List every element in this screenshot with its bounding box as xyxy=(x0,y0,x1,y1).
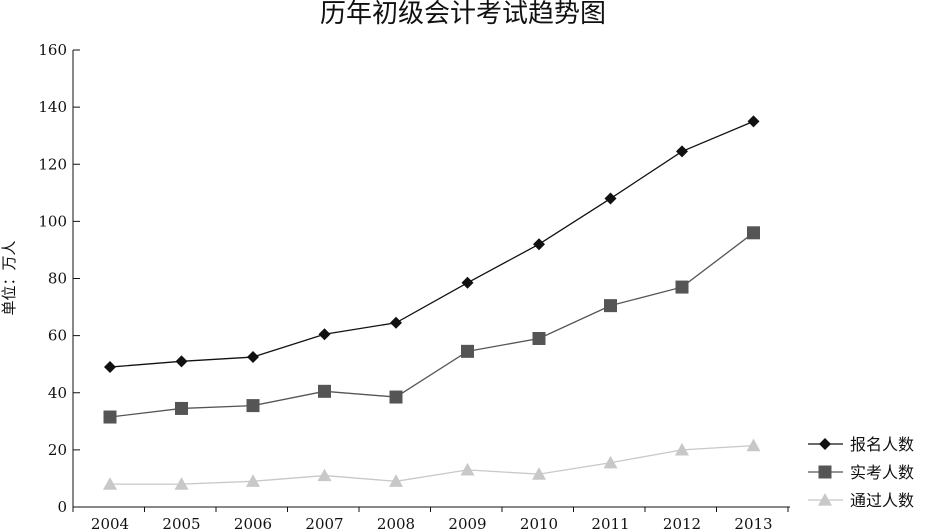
y-tick-label: 60 xyxy=(48,327,67,345)
series-layer xyxy=(103,115,761,490)
data-point xyxy=(246,399,260,413)
data-point xyxy=(532,467,546,480)
x-ticks: 2004 2005 2006 2007 2008 2009 2010 2011 2012 2013 xyxy=(72,507,789,532)
y-tick-label: 80 xyxy=(48,270,67,288)
chart-title: 历年初级会计考试趋势图 xyxy=(320,0,606,29)
x-tick-label: 2009 xyxy=(448,515,486,532)
data-point xyxy=(746,438,761,452)
data-point xyxy=(675,280,689,294)
data-point xyxy=(175,401,188,415)
series-line xyxy=(109,232,754,418)
y-tick-label: 120 xyxy=(38,155,67,173)
legend-label: 实考人数 xyxy=(850,463,914,482)
y-tick-label: 40 xyxy=(48,384,67,402)
data-point xyxy=(604,192,617,205)
legend-item: 实考人数 xyxy=(808,463,914,482)
x-tick-label: 2006 xyxy=(234,515,272,532)
legend-item: 通过人数 xyxy=(808,491,914,510)
data-point xyxy=(676,145,688,158)
legend-marker xyxy=(818,493,832,506)
data-point xyxy=(461,344,474,358)
y-tick-label: 160 xyxy=(38,41,67,59)
series-1 xyxy=(104,115,760,374)
y-ticks: 0 20 40 60 80 100 120 140 160 xyxy=(38,41,80,516)
series-2 xyxy=(103,226,760,424)
series-line xyxy=(110,444,754,485)
legend-label: 通过人数 xyxy=(850,491,914,510)
data-point xyxy=(317,468,332,482)
x-tick-label: 2012 xyxy=(663,515,701,532)
y-tick-label: 20 xyxy=(48,441,67,459)
data-point xyxy=(461,276,474,289)
data-point xyxy=(389,390,403,404)
data-point xyxy=(246,474,260,487)
legend-item: 报名人数 xyxy=(808,435,914,454)
series-line xyxy=(109,120,754,368)
legend-label: 报名人数 xyxy=(850,435,914,454)
data-point xyxy=(318,384,331,398)
x-tick-label: 2010 xyxy=(520,515,558,532)
data-point xyxy=(460,462,475,476)
x-tick-label: 2008 xyxy=(377,515,415,532)
x-tick-label: 2011 xyxy=(591,515,629,532)
data-point xyxy=(104,361,116,374)
legend-marker xyxy=(818,465,832,479)
x-tick-label: 2005 xyxy=(162,515,200,532)
legend-marker xyxy=(819,438,831,450)
data-point xyxy=(533,238,545,251)
data-point xyxy=(532,331,546,345)
data-point xyxy=(390,316,402,329)
data-point xyxy=(247,351,259,364)
data-point xyxy=(174,477,189,490)
data-point xyxy=(747,226,760,240)
data-point xyxy=(318,328,331,341)
x-tick-label: 2013 xyxy=(734,515,772,532)
y-tick-label: 0 xyxy=(57,498,67,516)
series-3 xyxy=(103,438,761,490)
y-tick-label: 140 xyxy=(38,98,67,116)
data-point xyxy=(175,355,188,368)
x-tick-label: 2007 xyxy=(305,515,343,532)
data-point xyxy=(603,455,618,469)
x-tick-label: 2004 xyxy=(91,515,129,532)
data-point xyxy=(103,410,117,424)
data-point xyxy=(675,442,689,456)
data-point xyxy=(103,477,117,490)
y-tick-label: 100 xyxy=(38,212,67,230)
data-point xyxy=(389,474,403,487)
data-point xyxy=(747,115,760,128)
data-point xyxy=(604,299,617,313)
y-axis-label: 单位：万人 xyxy=(0,240,18,315)
